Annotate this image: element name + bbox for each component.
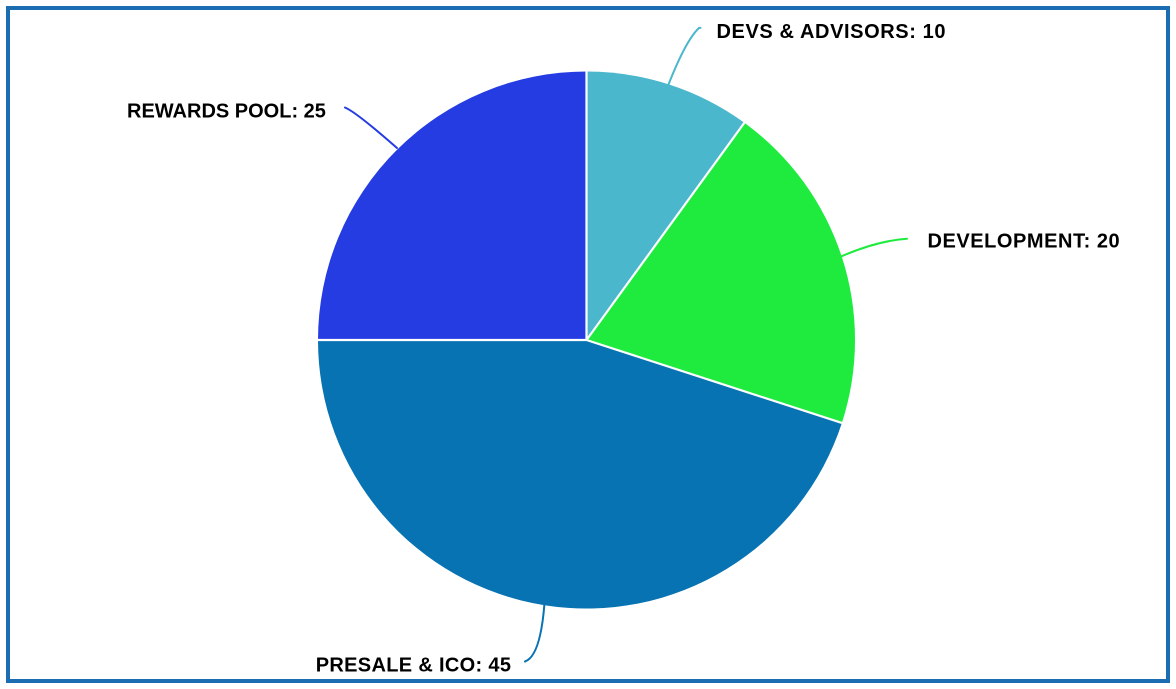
svg-text:DEVELOPMENT: 20: DEVELOPMENT: 20 bbox=[928, 231, 1121, 253]
svg-text:DEVS & ADVISORS: 10: DEVS & ADVISORS: 10 bbox=[717, 21, 947, 43]
svg-text:REWARDS POOL: 25: REWARDS POOL: 25 bbox=[127, 101, 326, 123]
svg-text:PRESALE & ICO: 45: PRESALE & ICO: 45 bbox=[316, 655, 512, 677]
